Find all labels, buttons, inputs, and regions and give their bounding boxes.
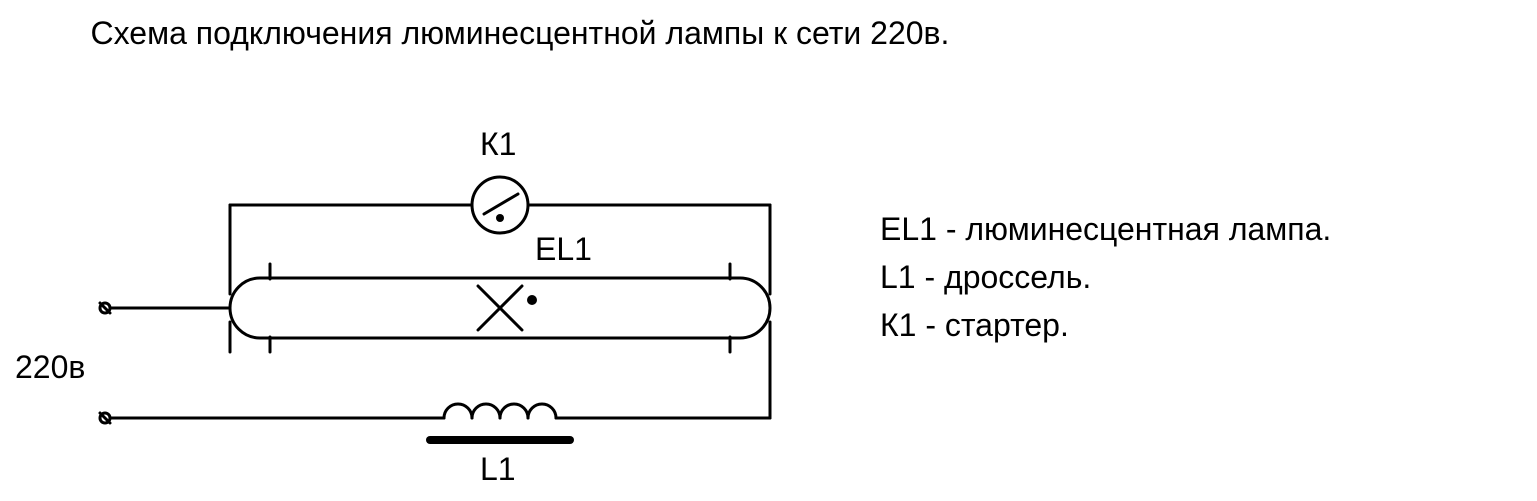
- page-title: Схема подключения люминесцентной лампы к…: [0, 15, 1040, 52]
- label-220v: 220в: [15, 349, 85, 385]
- label-k1: К1: [480, 126, 516, 162]
- legend-line-el1: EL1 - люминесцентная лампа.: [880, 205, 1331, 253]
- legend-line-l1: L1 - дроссель.: [880, 253, 1331, 301]
- legend: EL1 - люминесцентная лампа. L1 - дроссел…: [880, 205, 1331, 349]
- label-l1: L1: [480, 451, 516, 487]
- circuit-diagram: 220в К1 EL1 L1: [0, 60, 870, 490]
- label-el1: EL1: [535, 231, 592, 267]
- legend-line-k1: К1 - стартер.: [880, 301, 1331, 349]
